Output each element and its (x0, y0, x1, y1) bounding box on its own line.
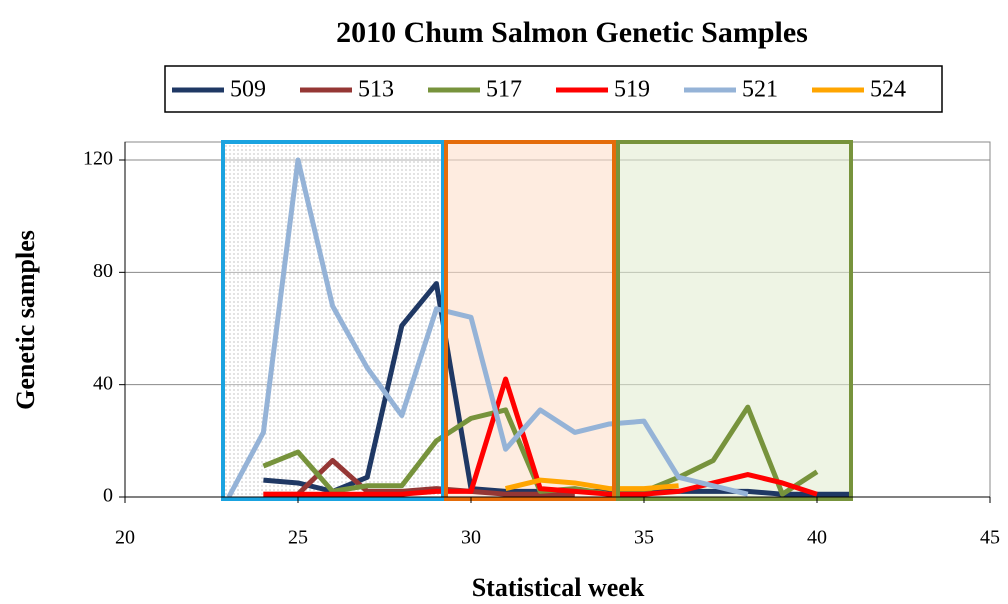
y-tick-label: 80 (93, 260, 113, 282)
period-border (221, 140, 445, 501)
legend-label: 509 (230, 77, 266, 103)
chart-title: 2010 Chum Salmon Genetic Samples (336, 16, 808, 49)
y-tick-label: 40 (93, 372, 113, 394)
legend-label: 513 (358, 77, 394, 103)
x-tick-label: 40 (807, 527, 827, 549)
period-borders (221, 140, 853, 501)
series-line (263, 457, 575, 497)
x-tick-label: 45 (980, 527, 1000, 549)
x-tick-label: 20 (115, 527, 135, 549)
legend-label: 517 (486, 77, 522, 103)
x-tick-label: 30 (461, 527, 481, 549)
y-tick-label: 120 (83, 148, 113, 170)
period-boxes (223, 142, 851, 499)
series-line (505, 477, 679, 492)
period-border (444, 140, 616, 501)
legend-label: 519 (614, 77, 650, 103)
legend-label: 524 (870, 77, 906, 103)
y-tick-label: 0 (103, 485, 113, 507)
period-border (616, 140, 853, 501)
series-line (226, 157, 749, 499)
period-fill (618, 142, 851, 499)
series-line (263, 376, 818, 497)
x-tick-label: 25 (288, 527, 308, 549)
series-line (262, 404, 819, 497)
x-tick-label: 35 (634, 527, 654, 549)
legend-label: 521 (742, 77, 778, 103)
x-axis-label: Statistical week (472, 573, 645, 602)
y-axis-label: Genetic samples (11, 230, 40, 410)
